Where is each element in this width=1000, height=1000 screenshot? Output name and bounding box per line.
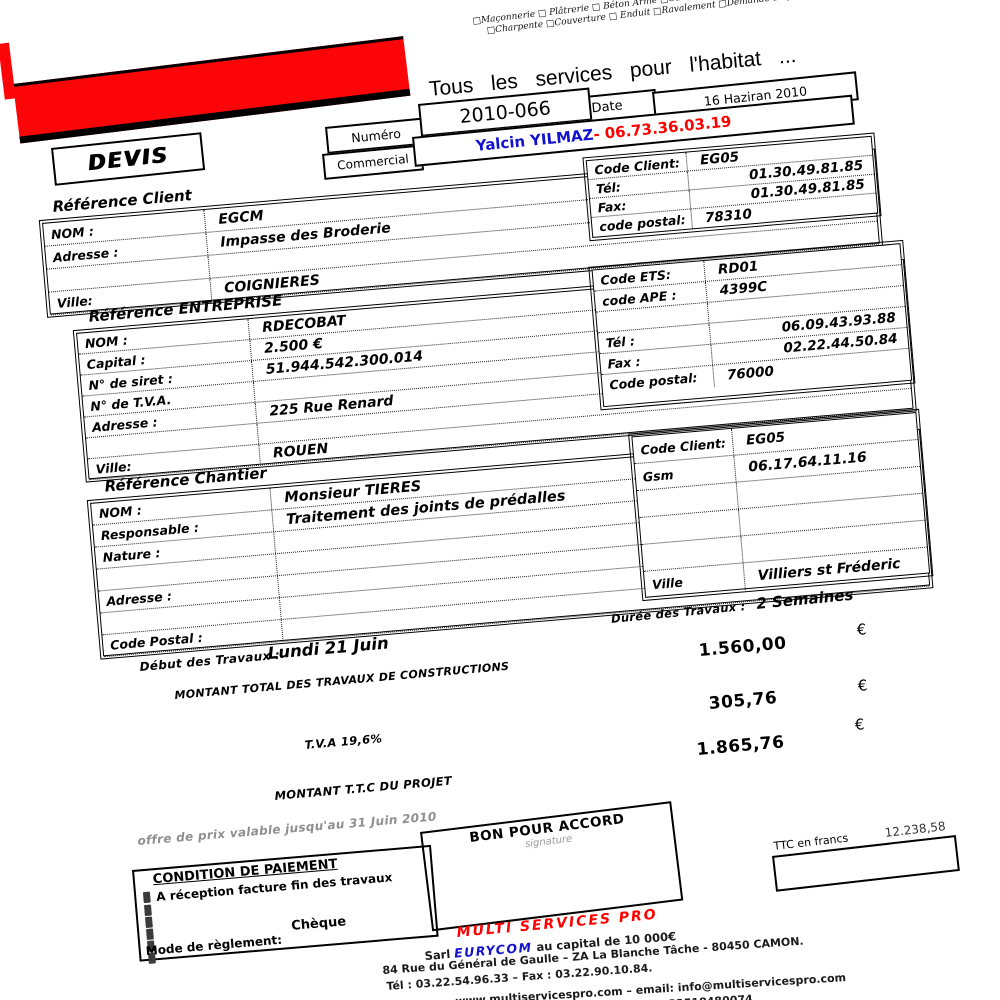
chantier-right-value <box>740 507 923 523</box>
euro-sign: € <box>857 676 869 695</box>
montant-ttc-label: MONTANT T.T.C DU PROJET <box>274 773 453 803</box>
validity-note: offre de prix valable jusqu'au 31 Juin 2… <box>137 809 438 848</box>
tva-value: 305,76 <box>708 688 779 714</box>
chantier-right-value <box>742 534 925 550</box>
checkbox-icon <box>143 904 152 917</box>
payment-conditions-box: CONDITION DE PAIEMENT A réception factur… <box>132 844 439 964</box>
commercial-phone: - 06.73.36.03.19 <box>592 112 733 144</box>
entreprise-contact-box: Code ETS: RD01 code APE : 4399C Tél : 06… <box>588 239 916 411</box>
devis-box: DEVIS <box>51 132 206 186</box>
devis-title: DEVIS <box>86 142 170 176</box>
date-label: Date <box>590 98 624 117</box>
redacted-logo-banner-edge <box>0 42 16 100</box>
tva-label: T.V.A 19,6% <box>304 731 383 752</box>
payment-mode-label: Mode de règlement: <box>145 932 283 959</box>
montant-ht-value: 1.560,00 <box>698 633 788 661</box>
checkbox-icon <box>145 928 154 940</box>
euro-sign: € <box>856 620 868 639</box>
numero-value: 2010-066 <box>458 96 552 128</box>
montant-ttc-value: 1.865,76 <box>696 732 786 760</box>
services-checklist: □Maçonnerie □ Plâtrerie □ Béton Armé □Ca… <box>426 0 878 44</box>
commercial-name: Yalcin YILMAZ <box>474 125 595 155</box>
checkbox-icon <box>142 891 151 904</box>
numero-label: Numéro <box>350 125 402 146</box>
euro-sign: € <box>854 715 866 734</box>
checkbox-icon <box>144 916 153 929</box>
chantier-contact-box: Code Client: EG05 Gsm 06.17.64.11.16 Vil… <box>628 408 934 602</box>
payment-mode-value: Chèque <box>290 914 347 934</box>
chantier-right-value <box>738 480 921 496</box>
